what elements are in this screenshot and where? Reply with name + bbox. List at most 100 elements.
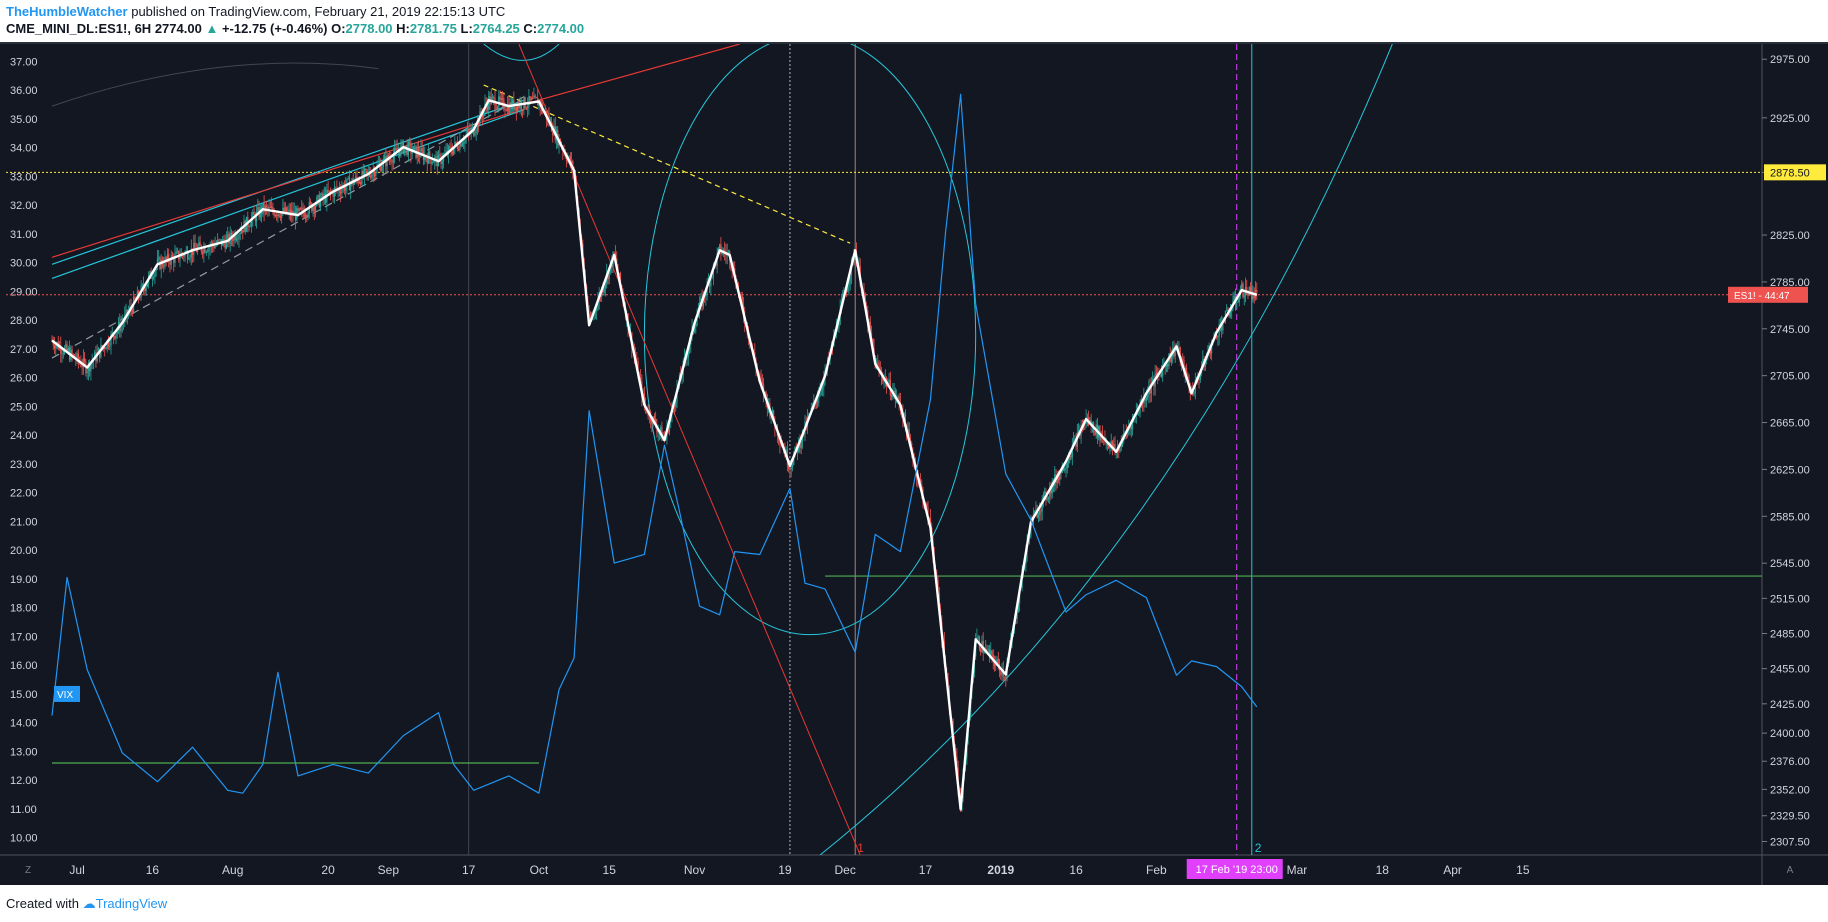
candle-body [198,242,200,248]
vix-badge [54,685,80,702]
candle-body [520,102,522,110]
candle-body [711,276,713,278]
candle-body [1216,335,1218,338]
candle-body [451,151,453,154]
candle-body [1138,412,1140,414]
candle-body [1170,357,1173,362]
candle-body [1251,290,1253,300]
candle-body [864,293,866,307]
candle-body [377,164,379,166]
candle-body [1074,438,1076,441]
candle-body [217,239,219,244]
candle-body [1119,443,1121,452]
price-chart[interactable]: 37.00 36.00 35.00 34.00 33.00 32.00 31.00 30.00… [0,42,1828,885]
candle-body [429,151,431,159]
left-axis-tick: 11.00 [10,804,37,816]
candle-body [144,288,146,292]
candle-body [224,241,226,249]
candle-body [90,363,92,372]
low-value: 2764.25 [472,21,520,36]
candle-body [396,148,398,152]
candle-body [116,330,118,334]
candle-body [282,207,284,213]
candle-body [904,413,906,426]
right-axis-tick: 2585.00 [1770,511,1810,523]
left-axis-tick: 27.00 [10,344,38,356]
last-price-box [1728,286,1808,303]
candle-body [273,211,275,217]
candle-body [298,208,300,212]
tradingview-brand[interactable]: TradingView [95,896,168,911]
candle-body [333,188,335,197]
candle-body [818,396,820,399]
candle-body [1152,378,1154,384]
candle-body [987,649,989,651]
left-axis-tick: 28.00 [10,315,38,327]
candle-body [508,104,510,113]
candle-body [84,357,86,363]
candle-body [375,171,377,177]
candle-body [343,184,346,191]
candle-body [847,286,849,292]
candle-body [741,295,743,305]
candle-body [426,158,428,164]
candle-body [569,156,571,165]
left-axis-tick: 13.00 [10,746,38,758]
left-axis-tick: 32.00 [10,200,38,212]
left-axis-tick: 26.00 [10,373,38,385]
candle-body [176,250,179,252]
time-axis-tick: Mar [1287,863,1308,877]
author-name[interactable]: TheHumbleWatcher [6,4,128,19]
candle-body [166,253,169,260]
candle-body [693,327,696,332]
candle-body [371,173,373,178]
candle-body [1226,309,1228,311]
candle-body [522,109,524,111]
candle-body [705,294,707,297]
candle-body [322,193,324,199]
candle-body [686,357,688,359]
candle-body [1044,491,1046,494]
candle-body [491,97,494,98]
grey-dashed-channel [51,96,525,359]
candle-body [430,158,432,164]
candle-body [530,98,533,101]
auto-scale-button: A [1787,865,1794,876]
candle-body [608,267,610,280]
tradingview-logo-icon[interactable]: ☁ [82,896,96,911]
candle-body [494,98,496,109]
candle-body [392,155,394,163]
candle-body [1121,440,1124,447]
time-axis-tick: 17 [919,863,933,877]
right-axis-tick: 2975.00 [1770,54,1810,66]
candle-body [414,145,416,147]
candle-body [120,324,122,332]
right-axis-tick: 2785.00 [1770,277,1810,289]
candle-body [1049,487,1051,497]
candle-body [153,277,155,279]
candle-body [919,479,922,485]
candle-body [400,145,402,157]
candle-body [77,353,79,361]
candle-body [1094,432,1096,435]
candle-body [223,239,225,242]
candle-body [1120,443,1122,447]
candle-body [62,353,64,355]
high-label: H: [396,21,410,36]
candle-body [114,336,116,339]
candle-body [302,207,304,213]
candle-body [208,247,210,252]
candle-body [350,183,352,191]
candle-body [1046,498,1048,500]
candle-body [657,431,659,433]
left-axis-tick: 18.00 [10,603,38,615]
candle-body [898,396,900,402]
candle-body [399,151,401,157]
candle-body [203,246,205,254]
candle-body [991,650,993,655]
candle-body [869,321,871,333]
candle-body [1211,344,1213,354]
candle-body [179,257,181,260]
candle-body [355,176,357,182]
candle-body [188,258,190,260]
